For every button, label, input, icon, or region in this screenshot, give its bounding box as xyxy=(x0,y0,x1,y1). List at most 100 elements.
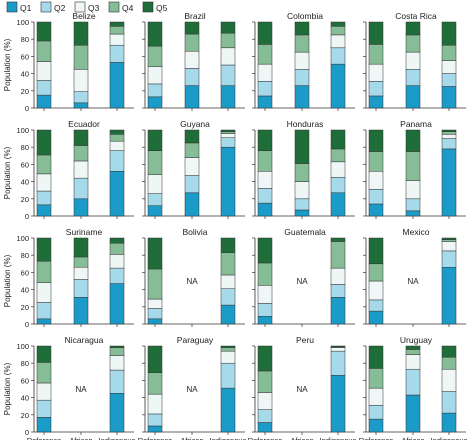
bar-segment-q4 xyxy=(147,372,163,395)
bar-segment-q1 xyxy=(294,209,310,217)
bar-segment-q3 xyxy=(330,347,346,352)
bar-segment-q3 xyxy=(220,47,236,66)
bar-segment-q1 xyxy=(257,422,273,433)
bar-segment-q3 xyxy=(73,266,89,280)
bar-segment-q3 xyxy=(147,298,163,309)
bar-segment-q4 xyxy=(294,34,310,53)
bar-segment-q1 xyxy=(405,85,421,109)
bar-segment-q1 xyxy=(368,418,384,433)
legend-swatch-q5 xyxy=(142,1,154,13)
x-tick-label: African xyxy=(401,436,424,440)
bar-segment-q1 xyxy=(257,202,273,217)
legend-label-q2: Q2 xyxy=(54,3,66,13)
bar-segment-q2 xyxy=(368,405,384,420)
bar-segment-q4 xyxy=(109,242,125,255)
legend-label-q4: Q4 xyxy=(122,3,134,13)
bar-segment-q1 xyxy=(36,204,52,217)
bar-segment-q3 xyxy=(405,180,421,200)
bar-segment-q2 xyxy=(109,369,125,394)
bar-segment-q5 xyxy=(330,237,346,242)
bar-segment-q4 xyxy=(405,349,421,355)
bar-segment-q5 xyxy=(220,345,236,348)
panel-mexico: Mexico NA xyxy=(363,227,466,327)
panel-suriname: Suriname 0 20 40 60 80 100 Population (%) xyxy=(3,227,134,329)
bar-segment-q1 xyxy=(330,374,346,433)
y-axis-label: Population (%) xyxy=(3,362,12,415)
bar-segment-q5 xyxy=(36,21,52,42)
bar-segment-q4 xyxy=(441,356,457,370)
x-tick-label: African xyxy=(69,436,92,440)
panel-honduras: Honduras xyxy=(252,119,355,219)
y-tick-label: 40 xyxy=(21,394,29,403)
bar-segment-q3 xyxy=(441,60,457,74)
bar-segment-q1 xyxy=(36,318,52,325)
bar-segment-q5 xyxy=(294,21,310,36)
bar-segment-q5 xyxy=(147,345,163,373)
bar-segment-q4 xyxy=(405,34,421,53)
bar-segment-q4 xyxy=(109,134,125,142)
bar-segment-q1 xyxy=(147,205,163,217)
panel-guatemala: Guatemala NA xyxy=(252,227,355,327)
bar-segment-q1 xyxy=(294,85,310,109)
bar-segment-q3 xyxy=(368,171,384,190)
panel-paraguay: ParaguayReferenceAfricandescentIndigenou… xyxy=(138,335,247,440)
bar-segment-q5 xyxy=(109,129,125,135)
bar-segment-q2 xyxy=(36,190,52,206)
bar-segment-q2 xyxy=(330,47,346,65)
bar-segment-q1 xyxy=(368,203,384,217)
panel-title: Peru xyxy=(296,335,314,345)
bar-segment-q3 xyxy=(36,382,52,401)
bar-segment-q5 xyxy=(368,237,384,265)
bar-segment-q5 xyxy=(73,21,89,46)
bar-segment-q5 xyxy=(36,237,52,262)
bar-segment-q5 xyxy=(441,237,457,240)
y-tick-label: 100 xyxy=(16,234,29,243)
bar-segment-q3 xyxy=(368,63,384,82)
bar-segment-q4 xyxy=(441,44,457,61)
bar-segment-q4 xyxy=(441,239,457,242)
bar-segment-q2 xyxy=(220,64,236,86)
bar-segment-q4 xyxy=(73,44,89,70)
y-tick-label: 40 xyxy=(21,286,29,295)
bar-segment-q1 xyxy=(368,310,384,325)
bar-segment-q2 xyxy=(294,198,310,211)
bar-segment-q3 xyxy=(147,393,163,415)
panel-colombia: Colombia xyxy=(252,11,355,111)
bar-segment-q3 xyxy=(147,174,163,194)
bar-segment-q2 xyxy=(36,302,52,320)
bar-segment-q2 xyxy=(73,91,89,104)
bar-segment-q3 xyxy=(109,140,125,151)
bar-segment-q4 xyxy=(330,148,346,163)
bar-segment-q2 xyxy=(441,250,457,268)
bar-segment-q1 xyxy=(441,266,457,325)
bar-segment-q5 xyxy=(220,21,236,34)
bar-segment-q4 xyxy=(368,151,384,172)
bar-segment-q3 xyxy=(294,181,310,200)
y-tick-label: 80 xyxy=(21,35,29,44)
bar-segment-q2 xyxy=(368,189,384,205)
y-tick-label: 40 xyxy=(21,178,29,187)
bar-segment-q2 xyxy=(257,409,273,423)
bar-segment-q4 xyxy=(73,145,89,162)
bar-segment-q4 xyxy=(184,33,200,52)
y-tick-label: 80 xyxy=(21,359,29,368)
y-tick-label: 20 xyxy=(21,195,29,204)
y-tick-label: 0 xyxy=(25,320,29,329)
bar-segment-q2 xyxy=(441,138,457,150)
bar-segment-q1 xyxy=(73,297,89,325)
bar-segment-q1 xyxy=(441,412,457,433)
panel-brazil: Brazil xyxy=(142,11,245,111)
bar-segment-q2 xyxy=(109,267,125,284)
bar-segment-q2 xyxy=(36,399,52,418)
bar-segment-q5 xyxy=(257,21,273,45)
y-tick-label: 60 xyxy=(21,268,29,277)
bar-segment-q1 xyxy=(220,304,236,325)
bar-segment-q3 xyxy=(147,66,163,85)
bar-segment-q4 xyxy=(220,347,236,352)
bar-segment-q1 xyxy=(109,171,125,217)
bar-segment-q3 xyxy=(405,354,421,370)
bar-segment-q1 xyxy=(109,62,125,109)
bar-segment-q2 xyxy=(330,177,346,194)
bar-segment-q2 xyxy=(220,137,236,148)
bar-segment-q1 xyxy=(184,85,200,109)
